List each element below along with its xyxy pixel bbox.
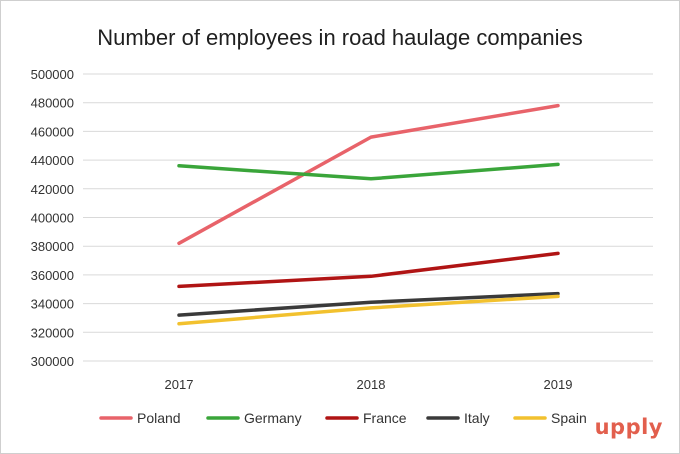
legend-label-spain: Spain xyxy=(551,410,587,426)
y-tick-label: 300000 xyxy=(31,354,74,369)
y-tick-label: 320000 xyxy=(31,325,74,340)
y-tick-label: 500000 xyxy=(31,67,74,82)
y-tick-label: 480000 xyxy=(31,96,74,111)
legend-label-germany: Germany xyxy=(244,410,302,426)
y-tick-label: 380000 xyxy=(31,239,74,254)
series-line-italy xyxy=(177,291,560,317)
legend-label-italy: Italy xyxy=(464,410,490,426)
series-line-germany xyxy=(177,162,560,181)
chart-title: Number of employees in road haulage comp… xyxy=(97,25,583,50)
legend-label-poland: Poland xyxy=(137,410,181,426)
series-line-spain xyxy=(177,294,560,326)
series-line-poland xyxy=(177,103,560,246)
series-line-france xyxy=(177,251,560,289)
y-tick-label: 340000 xyxy=(31,297,74,312)
legend-label-france: France xyxy=(363,410,407,426)
x-tick-label: 2018 xyxy=(357,377,386,392)
y-tick-label: 360000 xyxy=(31,268,74,283)
x-tick-label: 2017 xyxy=(165,377,194,392)
x-tick-label: 2019 xyxy=(544,377,573,392)
y-tick-label: 400000 xyxy=(31,211,74,226)
y-tick-label: 440000 xyxy=(31,153,74,168)
brand-logo: upply xyxy=(594,415,663,439)
y-tick-label: 420000 xyxy=(31,182,74,197)
y-tick-label: 460000 xyxy=(31,124,74,139)
